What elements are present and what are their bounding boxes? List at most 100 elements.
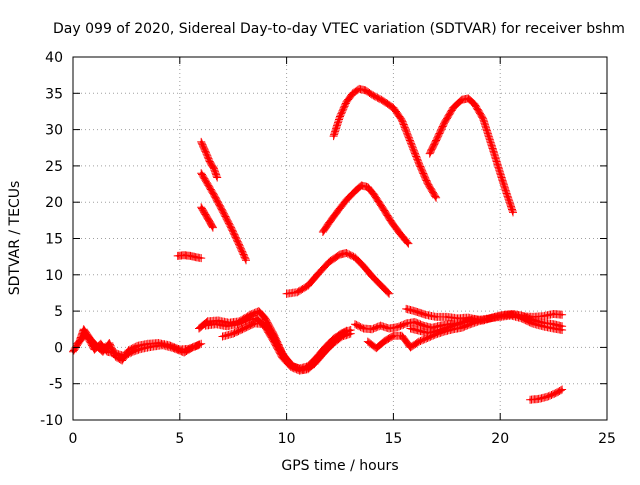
data-point <box>400 334 404 337</box>
data-point <box>317 272 320 275</box>
data-point <box>246 318 250 322</box>
data-point <box>221 209 224 213</box>
y-tick-label: 15 <box>45 232 63 248</box>
data-point <box>499 315 502 319</box>
data-point <box>306 284 310 287</box>
data-point <box>426 331 429 335</box>
data-point <box>232 332 235 335</box>
data-point <box>552 327 555 330</box>
series-arc-mid-c <box>218 319 351 374</box>
y-tick-label: 5 <box>54 304 63 320</box>
x-tick-label: 5 <box>175 431 184 447</box>
data-point <box>84 333 88 336</box>
data-point <box>272 335 275 338</box>
data-point <box>531 322 534 325</box>
data-point <box>409 346 412 349</box>
data-point <box>426 182 429 185</box>
series-arc-28-descend <box>197 137 222 182</box>
data-point <box>345 100 348 104</box>
data-point <box>345 198 348 202</box>
data-point <box>422 324 425 327</box>
data-point <box>383 339 387 343</box>
data-point <box>390 220 393 224</box>
data-point <box>381 206 384 210</box>
data-point <box>345 329 348 332</box>
data-point <box>264 317 267 320</box>
data-point <box>353 322 357 326</box>
data-point <box>445 315 448 319</box>
data-point <box>443 327 446 330</box>
data-point <box>244 259 248 262</box>
data-point <box>332 134 335 138</box>
data-point <box>323 349 327 353</box>
data-point <box>131 350 135 353</box>
data-point <box>345 251 348 255</box>
data-point <box>505 192 508 195</box>
series-arc-late-d <box>406 315 483 337</box>
data-point <box>358 87 361 91</box>
data-point <box>434 330 438 333</box>
data-point <box>554 391 557 395</box>
data-point <box>488 317 491 320</box>
data-point <box>211 226 215 229</box>
data-point <box>204 150 207 153</box>
chart-title: Day 099 of 2020, Sidereal Day-to-day VTE… <box>53 21 625 37</box>
data-point <box>460 98 463 102</box>
data-point <box>417 340 421 343</box>
data-point <box>334 337 337 340</box>
data-point <box>541 325 545 328</box>
data-point <box>552 322 555 326</box>
data-point <box>370 93 374 96</box>
data-point <box>417 162 421 165</box>
data-point <box>466 97 470 100</box>
data-point <box>372 193 376 197</box>
series-arc-35-peak <box>329 84 441 202</box>
data-point <box>460 321 463 324</box>
data-point <box>537 397 540 401</box>
data-point <box>426 336 429 340</box>
x-tick-label: 0 <box>69 431 78 447</box>
data-point <box>409 140 412 144</box>
data-point <box>375 346 378 350</box>
data-point <box>204 324 207 327</box>
data-point <box>456 317 459 320</box>
data-point <box>381 99 384 102</box>
data-point <box>545 395 549 398</box>
data-point <box>511 211 515 214</box>
data-point <box>336 209 340 213</box>
data-point <box>199 171 203 175</box>
data-point <box>362 327 365 330</box>
data-point <box>285 292 288 295</box>
data-point <box>257 309 261 313</box>
tick-layer: 0 5 10 15 20 25 -10 -5 0 5 10 15 20 25 30 35 40 <box>40 50 616 447</box>
data-point <box>509 314 513 317</box>
data-point <box>302 368 305 372</box>
data-point <box>208 220 211 224</box>
data-point <box>452 324 455 327</box>
data-point <box>552 312 555 316</box>
data-point <box>477 318 481 322</box>
data-point <box>313 362 316 366</box>
y-tick-label: 35 <box>45 86 63 102</box>
data-point <box>499 171 502 175</box>
series-arc-baseline-b <box>73 330 203 361</box>
data-point <box>215 176 219 179</box>
y-tick-label: 10 <box>45 268 63 284</box>
data-point <box>405 307 408 311</box>
data-point <box>353 256 357 259</box>
data-point <box>197 327 201 330</box>
data-point <box>405 322 408 325</box>
data-point <box>413 309 416 313</box>
data-point <box>172 346 175 350</box>
data-point <box>469 320 472 323</box>
data-point <box>392 334 395 337</box>
x-tick-label: 20 <box>491 431 509 447</box>
data-point <box>123 354 126 358</box>
data-point <box>481 117 485 120</box>
y-tick-label: 20 <box>45 195 63 211</box>
data-point <box>212 167 216 171</box>
data-point <box>76 342 79 345</box>
